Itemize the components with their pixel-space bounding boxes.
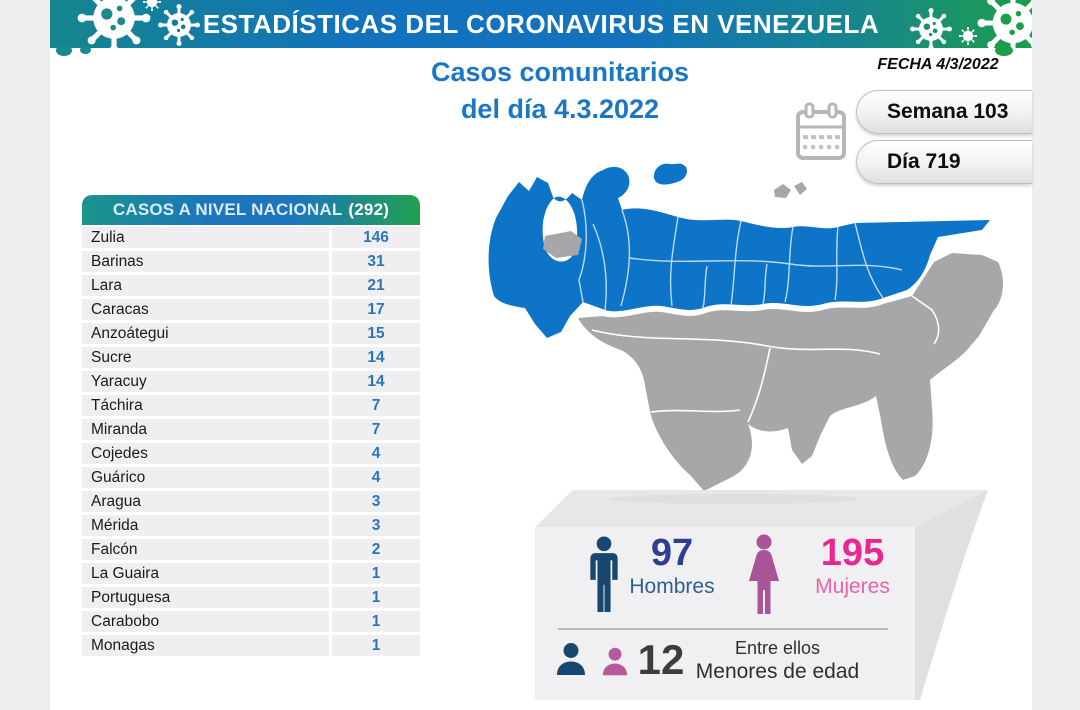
state-name: Anzoátegui xyxy=(82,323,329,344)
state-name: Lara xyxy=(82,275,329,296)
table-row: Falcón 2 xyxy=(82,539,420,560)
state-cases: 15 xyxy=(332,323,420,344)
man-icon xyxy=(590,536,618,613)
state-cases: 14 xyxy=(332,347,420,368)
table-row: La Guaira 1 xyxy=(82,563,420,584)
state-name: Táchira xyxy=(82,395,329,416)
week-label: Semana 103 xyxy=(887,100,1009,123)
minors-labels: Entre ellos Menores de edad xyxy=(675,638,880,685)
state-name: Miranda xyxy=(82,419,329,440)
subtitle: Casos comunitarios del día 4.3.2022 xyxy=(402,54,718,128)
state-name: Portuguesa xyxy=(82,587,329,608)
boy-bust-icon xyxy=(557,643,585,675)
state-cases: 1 xyxy=(332,587,420,608)
week-badge: Semana 103 xyxy=(856,90,1032,134)
table-row: Mérida 3 xyxy=(82,515,420,536)
panel-divider xyxy=(558,628,888,630)
woman-icon xyxy=(749,534,779,614)
right-gutter xyxy=(1032,0,1080,710)
table-row: Zulia 146 xyxy=(82,227,420,248)
state-cases: 2 xyxy=(332,539,420,560)
day-badge: Día 719 xyxy=(856,140,1032,184)
table-row: Caracas 17 xyxy=(82,299,420,320)
state-name: Barinas xyxy=(82,251,329,272)
state-name: Cojedes xyxy=(82,443,329,464)
state-name: Carabobo xyxy=(82,611,329,632)
subtitle-line1: Casos comunitarios xyxy=(430,57,690,87)
map-gray-states xyxy=(543,182,1003,491)
state-name: Monagas xyxy=(82,635,329,656)
header-banner: ESTADÍSTICAS DEL CORONAVIRUS EN VENEZUEL… xyxy=(50,0,1032,48)
state-name: Yaracuy xyxy=(82,371,329,392)
table-row: Anzoátegui 15 xyxy=(82,323,420,344)
table-row: Lara 21 xyxy=(82,275,420,296)
state-cases: 4 xyxy=(332,443,420,464)
page-title: ESTADÍSTICAS DEL CORONAVIRUS EN VENEZUEL… xyxy=(202,9,880,39)
minors-label-bottom: Menores de edad xyxy=(695,660,860,683)
state-cases: 146 xyxy=(332,227,420,248)
table-row: Aragua 3 xyxy=(82,491,420,512)
table-row: Barinas 31 xyxy=(82,251,420,272)
stats-panel-backdrop xyxy=(535,490,988,700)
women-count: 195 xyxy=(820,532,885,574)
table-row: Monagas 1 xyxy=(82,635,420,656)
minors-count: 12 xyxy=(637,636,685,683)
state-name: Aragua xyxy=(82,491,329,512)
table-row: Yaracuy 14 xyxy=(82,371,420,392)
state-name: Falcón xyxy=(82,539,329,560)
state-cases: 31 xyxy=(332,251,420,272)
minors-label-top: Entre ellos xyxy=(734,638,821,658)
calendar-icon xyxy=(796,102,846,160)
state-cases: 7 xyxy=(332,419,420,440)
state-name: Zulia xyxy=(82,227,329,248)
state-name: Mérida xyxy=(82,515,329,536)
state-cases: 7 xyxy=(332,395,420,416)
subtitle-line2: del día 4.3.2022 xyxy=(460,94,660,124)
state-name: Guárico xyxy=(82,467,329,488)
table-row: Portuguesa 1 xyxy=(82,587,420,608)
state-name: La Guaira xyxy=(82,563,329,584)
state-name: Caracas xyxy=(82,299,329,320)
left-gutter xyxy=(0,0,50,710)
virus-fragment xyxy=(80,46,91,54)
venezuela-map xyxy=(488,163,1003,491)
state-cases: 17 xyxy=(332,299,420,320)
table-row: Táchira 7 xyxy=(82,395,420,416)
state-cases: 3 xyxy=(332,515,420,536)
women-stat: 195 Mujeres xyxy=(795,532,910,600)
men-stat: 97 Hombres xyxy=(617,532,727,600)
day-label: Día 719 xyxy=(887,150,961,173)
state-cases: 4 xyxy=(332,467,420,488)
table-row: Sucre 14 xyxy=(82,347,420,368)
cases-table: CASOS A NIVEL NACIONAL (292) Zulia 146 Bar… xyxy=(82,195,420,659)
map-highlighted-states xyxy=(488,163,990,338)
state-name: Sucre xyxy=(82,347,329,368)
state-cases: 1 xyxy=(332,611,420,632)
men-label: Hombres xyxy=(629,575,715,598)
men-count: 97 xyxy=(650,532,694,574)
state-cases: 1 xyxy=(332,635,420,656)
table-title: CASOS A NIVEL NACIONAL xyxy=(112,200,343,219)
table-row: Miranda 7 xyxy=(82,419,420,440)
cases-table-header: CASOS A NIVEL NACIONAL (292) xyxy=(82,195,420,225)
girl-bust-icon xyxy=(602,647,628,676)
table-row: Cojedes 4 xyxy=(82,443,420,464)
table-total: (292) xyxy=(348,200,390,219)
table-row: Carabobo 1 xyxy=(82,611,420,632)
virus-fragment xyxy=(56,45,72,56)
state-cases: 1 xyxy=(332,563,420,584)
date-label: FECHA 4/3/2022 xyxy=(877,56,999,73)
table-row: Guárico 4 xyxy=(82,467,420,488)
state-cases: 14 xyxy=(332,371,420,392)
women-label: Mujeres xyxy=(815,575,890,598)
state-cases: 3 xyxy=(332,491,420,512)
cases-table-body: Zulia 146 Barinas 31 Lara 21 Caracas 17 Anzoáteg… xyxy=(82,227,420,656)
state-cases: 21 xyxy=(332,275,420,296)
virus-fragment xyxy=(995,45,1013,56)
